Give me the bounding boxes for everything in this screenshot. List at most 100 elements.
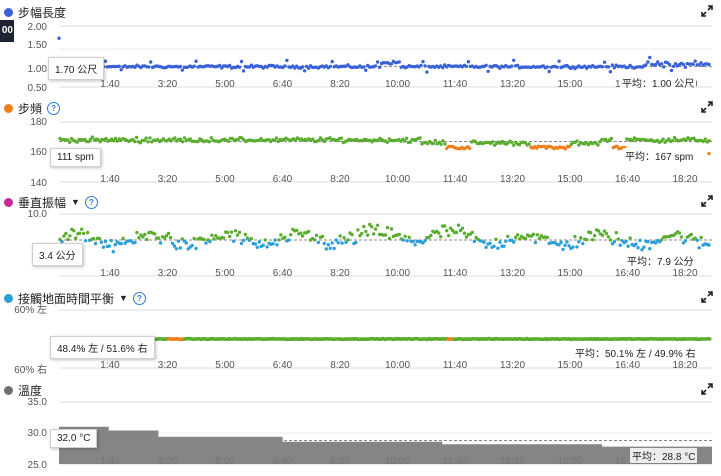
stride-data-point	[373, 64, 378, 68]
cadence-average: 平均：167 spm	[623, 148, 696, 163]
cadence-data-point	[75, 140, 79, 144]
vertical-data-point	[68, 234, 72, 238]
cadence-data-point	[707, 139, 711, 143]
stride-data-point	[285, 58, 289, 63]
expand-icon[interactable]	[701, 383, 713, 395]
stride-chart[interactable]: 1:40 3:20 5:00 6:40 8:20 10:00 11:40 13:20 15:00…	[0, 0, 721, 96]
stride-data-point	[600, 65, 605, 69]
vertical-data-point	[559, 240, 563, 244]
vertical-data-point	[156, 236, 161, 240]
x-tick-label: 15:00	[557, 79, 582, 90]
gct-dot-icon	[4, 293, 13, 303]
gct-chart[interactable]: 1:40 3:20 5:00 6:40 8:20 10:00 11:40 13:20 15:00…	[0, 286, 721, 378]
cadence-data-point	[575, 139, 579, 143]
stride-data-point	[218, 63, 222, 68]
vertical-data-point	[689, 232, 693, 237]
cadence-data-point	[512, 143, 516, 147]
cadence-data-point	[67, 140, 72, 144]
vertical-data-point	[383, 233, 388, 237]
y-tick-label: 180	[30, 117, 47, 128]
vertical-data-point	[608, 238, 613, 242]
vertical-data-point	[387, 236, 392, 241]
help-icon[interactable]: ?	[84, 195, 98, 209]
help-icon[interactable]: ?	[132, 291, 146, 305]
cadence-data-point	[293, 138, 298, 143]
cadence-data-point	[196, 139, 200, 144]
expand-icon[interactable]	[701, 195, 713, 207]
vertical-data-point	[470, 230, 474, 235]
vertical-data-point	[192, 236, 196, 241]
vertical-data-point	[111, 250, 116, 254]
vertical-data-point	[64, 231, 68, 236]
stride-data-point	[377, 65, 382, 69]
gct-data-point	[707, 337, 712, 341]
vertical-data-point	[458, 228, 463, 233]
vertical-data-point	[446, 233, 451, 238]
vertical-data-point	[74, 236, 78, 240]
vertical-header: 垂直振幅 ▼ ?	[4, 194, 98, 210]
y-tick-label: 60% 左	[14, 303, 47, 316]
cadence-data-point	[322, 139, 326, 144]
y-tick-label: 140	[30, 178, 47, 189]
dropdown-caret-icon[interactable]: ▼	[71, 197, 80, 207]
vertical-data-point	[82, 231, 86, 236]
expand-icon[interactable]	[701, 291, 713, 303]
cadence-data-point	[615, 144, 619, 148]
vertical-data-point	[699, 235, 703, 240]
vertical-data-point	[137, 236, 141, 240]
stride-tooltip: 1.70 公尺	[48, 57, 105, 80]
x-tick-label: 18:20	[672, 268, 697, 279]
vertical-data-point	[590, 238, 595, 242]
cadence-data-point	[182, 136, 187, 140]
stride-data-point	[362, 65, 366, 69]
temp-chart[interactable]: 1:403:205:006:408:2010:0011:4013:2015:00…	[0, 378, 721, 476]
vertical-data-point	[287, 238, 291, 242]
vertical-data-point	[462, 231, 467, 235]
vertical-data-point	[226, 230, 230, 235]
cadence-data-point	[236, 138, 240, 142]
vertical-data-point	[78, 231, 82, 235]
stride-data-point	[425, 70, 429, 74]
vertical-data-point	[683, 239, 688, 243]
vertical-data-point	[153, 232, 157, 236]
vertical-data-point	[504, 239, 508, 243]
cadence-data-point	[90, 135, 95, 139]
x-tick-label: 11:40	[443, 268, 468, 279]
vertical-data-point	[638, 238, 642, 243]
x-tick-label: 5:00	[215, 268, 235, 279]
vertical-chart[interactable]: 1:40 3:20 5:00 6:40 8:20 10:00 11:40 13:20 15:00…	[0, 190, 721, 286]
vertical-panel: 垂直振幅 ▼ ? 1:40 3:20 5:00 6:40 8:20 10:00 11:40 1…	[0, 190, 721, 286]
vertical-data-point	[80, 227, 84, 231]
vertical-data-point	[626, 244, 630, 248]
stride-data-point	[691, 62, 695, 66]
y-tick-label: 2.00	[28, 22, 48, 33]
expand-icon[interactable]	[701, 101, 713, 113]
vertical-data-point	[697, 246, 701, 250]
vertical-data-point	[604, 231, 609, 236]
help-icon[interactable]: ?	[47, 101, 61, 115]
x-tick-label: 15:00	[557, 268, 582, 279]
cadence-data-point	[408, 140, 413, 144]
vertical-data-point	[241, 238, 246, 243]
gct-panel: 接觸地面時間平衡 ▼ ? 1:40 3:20 5:00 6:40 8:20 10:00 11…	[0, 286, 721, 378]
dropdown-caret-icon[interactable]: ▼	[119, 293, 128, 303]
vertical-data-point	[581, 241, 585, 246]
cadence-data-point	[443, 142, 447, 146]
stride-data-point	[547, 69, 551, 74]
temp-dot-icon	[4, 385, 13, 395]
cadence-data-point	[586, 143, 591, 147]
stride-data-point	[237, 65, 242, 69]
cadence-data-point	[567, 144, 571, 149]
vertical-data-point	[557, 243, 561, 247]
vertical-data-point	[239, 241, 244, 246]
vertical-data-point	[158, 241, 163, 245]
cadence-chart[interactable]: 1:40 3:20 5:00 6:40 8:20 10:00 11:40 13:20 15:00…	[0, 96, 721, 190]
vertical-data-point	[577, 240, 581, 244]
stride-data-point	[484, 63, 488, 67]
vertical-data-point	[636, 246, 640, 250]
stride-data-point	[194, 59, 198, 63]
expand-icon[interactable]	[701, 5, 713, 17]
vertical-data-point	[561, 247, 565, 252]
vertical-data-point	[229, 230, 234, 234]
cadence-data-point	[671, 138, 675, 143]
